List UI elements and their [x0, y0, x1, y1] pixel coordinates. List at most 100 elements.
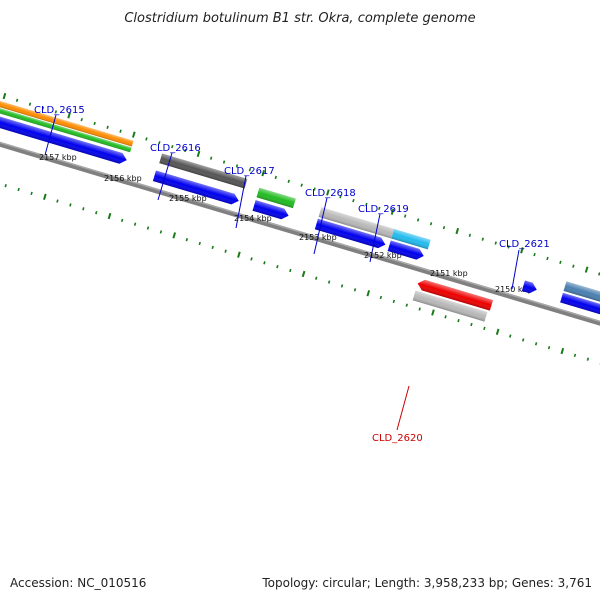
minor-tick: [274, 175, 277, 180]
minor-tick: [248, 168, 252, 172]
major-tick: [43, 193, 47, 200]
minor-tick: [198, 241, 201, 246]
gene-label-cld-2620[interactable]: CLD_2620: [372, 433, 423, 444]
major-tick: [560, 347, 565, 355]
major-tick: [132, 131, 136, 138]
minor-tick: [276, 264, 279, 269]
minor-tick: [17, 187, 20, 192]
minor-tick: [392, 299, 396, 304]
gene-label-cld-2618[interactable]: CLD_2618: [305, 188, 356, 199]
minor-tick: [379, 295, 383, 300]
gene-labels: CLD_2615 CLD_2616 CLD_2617 CLD_2618 CLD_…: [34, 105, 550, 444]
minor-tick: [54, 110, 58, 114]
leader-line: [369, 213, 381, 263]
minor-tick: [547, 345, 551, 350]
minor-tick: [494, 241, 497, 245]
minor-tick: [222, 160, 226, 164]
minor-tick: [586, 357, 590, 361]
minor-tick: [483, 326, 486, 331]
leader-line: [396, 385, 410, 431]
major-tick: [301, 270, 306, 278]
major-tick: [366, 290, 371, 297]
feature-cds-2617[interactable]: [252, 200, 291, 221]
minor-tick: [521, 338, 525, 342]
minor-tick: [327, 280, 331, 284]
minor-tick: [313, 187, 316, 191]
feature-dark-gray[interactable]: [159, 153, 248, 189]
feature-light-gray-2620[interactable]: [412, 290, 488, 322]
major-tick: [261, 170, 266, 177]
minor-tick: [80, 117, 83, 122]
minor-tick: [534, 342, 538, 346]
major-tick: [2, 92, 7, 100]
minor-tick: [572, 264, 575, 268]
major-tick: [172, 232, 177, 239]
feature-cyan-2619[interactable]: [391, 228, 431, 250]
minor-tick: [352, 198, 355, 203]
gene-label-cld-2616[interactable]: CLD_2616: [150, 143, 201, 154]
feature-green-left[interactable]: [0, 97, 132, 153]
minor-tick: [559, 260, 562, 264]
major-tick: [584, 266, 589, 273]
minor-tick: [509, 334, 512, 338]
minor-tick: [300, 183, 303, 187]
scale-label: 2150 kbp: [495, 285, 533, 294]
minor-tick: [507, 245, 510, 249]
major-tick: [237, 251, 241, 258]
gene-label-cld-2617[interactable]: CLD_2617: [224, 166, 275, 177]
major-tick: [390, 208, 395, 215]
gene-features: [0, 90, 600, 337]
leader-line: [511, 249, 520, 290]
feature-green-2617[interactable]: [256, 187, 296, 209]
minor-tick: [263, 261, 266, 265]
minor-tick: [416, 218, 420, 222]
minor-tick: [15, 98, 19, 103]
minor-tick: [365, 202, 368, 207]
scale-label: 2156 kbp: [104, 174, 142, 183]
feature-cds-2619[interactable]: [387, 240, 426, 261]
major-tick: [520, 247, 524, 254]
minor-tick: [573, 353, 577, 358]
leader-line: [157, 152, 173, 201]
minor-tick: [158, 141, 161, 145]
feature-cds-2616[interactable]: [152, 170, 240, 206]
feature-cds-left[interactable]: [0, 105, 128, 165]
scale-label: 2151 kbp: [430, 269, 468, 278]
major-tick: [67, 112, 71, 119]
minor-tick: [287, 179, 290, 184]
feature-cds-right[interactable]: [560, 292, 600, 337]
minor-tick: [56, 199, 59, 203]
scale-label: 2157 kbp: [39, 153, 77, 162]
minor-tick: [30, 191, 33, 196]
topology-text: Topology: circular; Length: 3,958,233 bp…: [262, 576, 592, 590]
minor-tick: [378, 206, 381, 210]
minor-tick: [315, 276, 318, 280]
feature-light-gray-2618[interactable]: [318, 207, 395, 239]
minor-tick: [289, 268, 292, 273]
feature-cds-2621[interactable]: [521, 280, 539, 295]
accession-text: Accession: NC_010516: [10, 576, 147, 590]
minor-tick: [28, 102, 32, 106]
minor-tick: [405, 303, 408, 307]
minor-tick: [444, 315, 447, 319]
leader-line: [235, 175, 247, 229]
feature-cds-2618[interactable]: [314, 218, 387, 250]
feature-orange[interactable]: [0, 90, 134, 147]
minor-tick: [224, 249, 227, 253]
gene-label-cld-2621[interactable]: CLD_2621: [499, 239, 550, 250]
minor-tick: [546, 256, 549, 261]
major-tick: [431, 309, 435, 316]
leader-line: [44, 114, 57, 156]
minor-tick: [95, 210, 98, 215]
scale-ticks-outer: [2, 92, 600, 276]
minor-tick: [250, 257, 253, 261]
leader-line: [313, 197, 328, 255]
scale-label: 2152 kbp: [364, 251, 402, 260]
feature-red-2620[interactable]: [416, 278, 494, 311]
feature-steel-blue[interactable]: [563, 281, 600, 326]
gene-label-cld-2615[interactable]: CLD_2615: [34, 105, 85, 116]
minor-tick: [468, 233, 472, 237]
scale-label: 2154 kbp: [234, 214, 272, 223]
minor-tick: [184, 148, 187, 153]
gene-label-cld-2619[interactable]: CLD_2619: [358, 204, 409, 215]
